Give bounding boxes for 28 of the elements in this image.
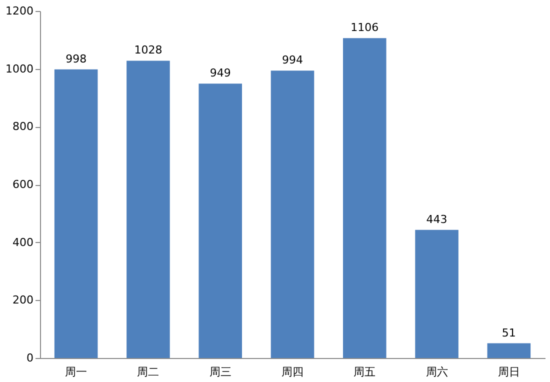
bar <box>270 70 314 358</box>
x-tick-label: 周二 <box>137 366 160 378</box>
x-tick-label: 周四 <box>282 366 304 378</box>
y-tick-label: 400 <box>12 236 34 249</box>
bar <box>415 230 458 358</box>
y-tick-label: 1200 <box>6 4 34 18</box>
y-tick-label: 1000 <box>6 62 34 76</box>
bar <box>198 84 242 358</box>
x-tick-label: 周日 <box>498 366 520 378</box>
x-tick-label: 周五 <box>354 366 376 378</box>
data-label: 998 <box>66 52 87 66</box>
bar <box>343 38 386 358</box>
data-label: 1106 <box>350 21 379 34</box>
data-label: 51 <box>502 326 516 340</box>
data-label: 994 <box>282 54 303 67</box>
data-label: 949 <box>210 66 231 80</box>
bar <box>54 69 98 358</box>
x-tick-label: 周三 <box>209 366 232 378</box>
y-tick-label: 600 <box>12 178 34 191</box>
x-tick-label: 周六 <box>426 366 448 378</box>
bar <box>487 343 531 358</box>
data-label: 443 <box>426 212 448 226</box>
y-tick-label: 800 <box>12 120 34 134</box>
bar <box>126 60 170 358</box>
x-tick-label: 周一 <box>65 366 88 378</box>
y-tick-label: 0 <box>26 352 34 364</box>
data-label: 1028 <box>134 44 162 57</box>
y-tick-label: 200 <box>12 294 34 307</box>
